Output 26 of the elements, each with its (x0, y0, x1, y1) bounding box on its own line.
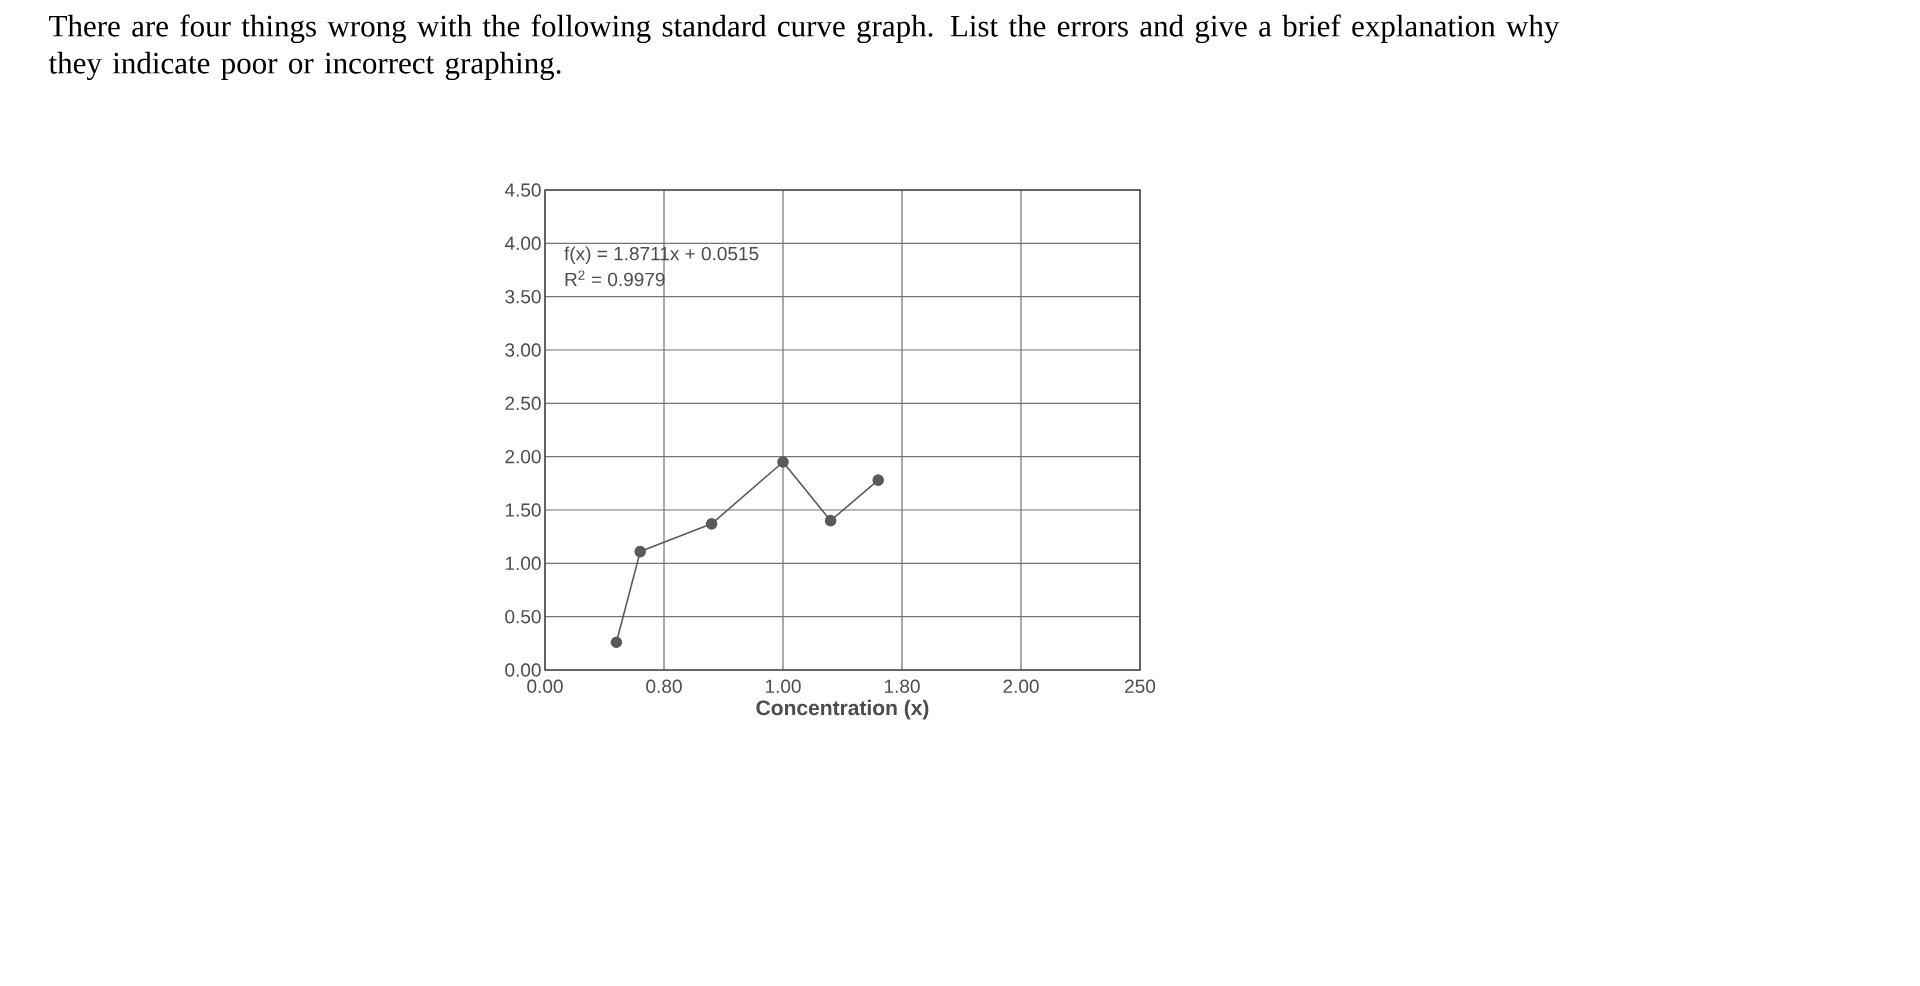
x-axis-title: Concentration (x) (756, 699, 929, 720)
point (610, 636, 623, 649)
point (872, 474, 885, 486)
x-tick-label: 0.00 (527, 679, 563, 693)
x-tick-label: 1.00 (765, 679, 801, 693)
annotation: f(x) = 1.8711x + 0.0515 (564, 246, 759, 265)
point (824, 514, 837, 527)
y-tick-label: 2.50 (505, 396, 541, 411)
annotation: R$^{2}$ = 0.9979 (565, 270, 665, 287)
y-tick-label: 2.00 (505, 449, 541, 464)
x-tick-label: 0.80 (646, 679, 682, 693)
y-tick-label: 4.50 (504, 183, 541, 197)
chart-title: There are four things wrong with the following standard curve graph. List the errors and give a brief explanation why they indicate poor or incorrect graphing. (48, 14, 1560, 81)
y-tick-label: 3.50 (505, 289, 541, 304)
x-tick-label: 1.80 (884, 679, 920, 693)
y-tick-label: 0.00 (505, 663, 541, 677)
y-tick-label: 1.50 (505, 503, 541, 517)
x-tick-label: 250 (1125, 679, 1156, 693)
y-tick-label: 3.00 (505, 343, 541, 357)
y-tick-label: 0.50 (505, 609, 541, 624)
x-tick-label: 2.00 (1003, 679, 1039, 693)
y-tick-label: 1.00 (505, 556, 541, 571)
point (777, 456, 789, 468)
point (705, 518, 718, 530)
y-tick-label: 4.00 (504, 236, 541, 251)
point (634, 545, 647, 558)
